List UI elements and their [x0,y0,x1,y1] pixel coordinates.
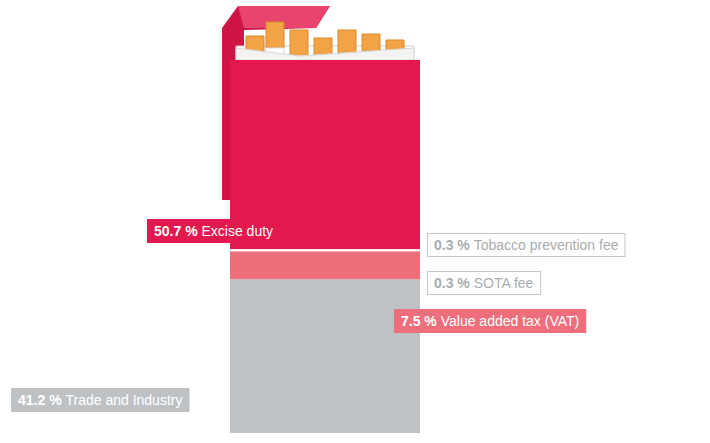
svg-text:Tobacco prevention fee: Tobacco prevention fee [474,237,619,253]
svg-text:50.7 %: 50.7 % [154,223,198,239]
svg-text:7.5 %: 7.5 % [401,313,437,329]
svg-text:0.3 %: 0.3 % [434,237,470,253]
svg-text:41.2 %: 41.2 % [18,392,62,408]
svg-text:SOTA fee: SOTA fee [474,275,534,291]
svg-text:0.3 %: 0.3 % [434,275,470,291]
svg-text:Value added tax (VAT): Value added tax (VAT) [441,313,580,329]
svg-text:Trade and Industry: Trade and Industry [65,392,182,408]
svg-text:Excise duty: Excise duty [201,223,273,239]
